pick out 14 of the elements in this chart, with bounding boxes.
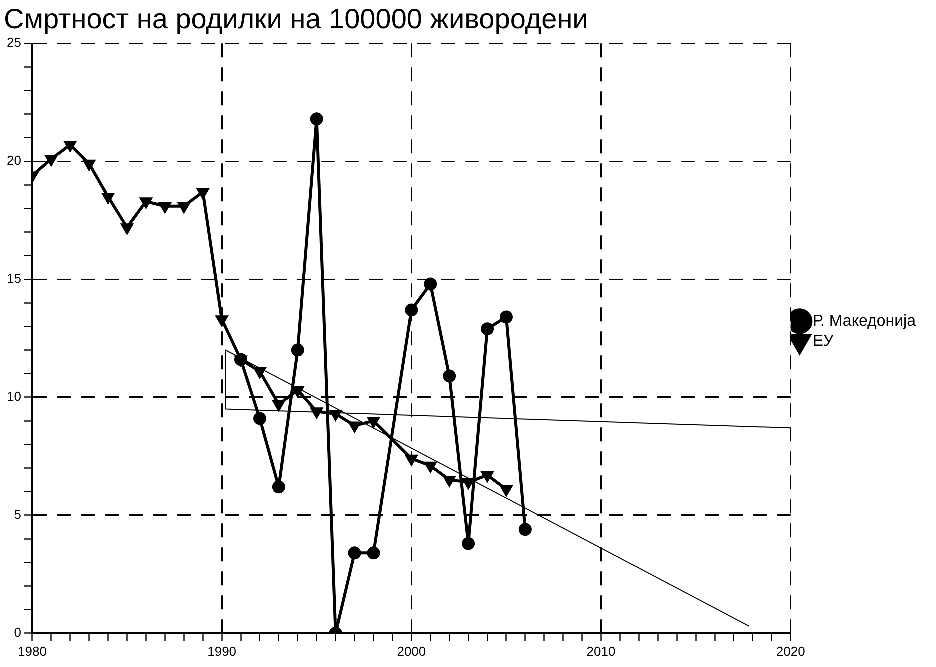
- x-tick-label: 2020: [776, 644, 806, 659]
- y-tick-label: 25: [6, 35, 22, 50]
- x-tick-label: 2000: [397, 644, 426, 659]
- x-tick-label: 2010: [586, 644, 616, 659]
- chart-title: Смртност на родилки на 100000 живородени: [4, 4, 588, 35]
- y-tick-label: 0: [14, 624, 22, 640]
- x-tick-label: 1990: [208, 644, 237, 659]
- y-tick-label: 10: [6, 389, 22, 404]
- legend-label: ЕУ: [812, 332, 835, 350]
- legend-label: Р. Македонија: [812, 312, 916, 330]
- x-tick-label: 1980: [18, 644, 47, 659]
- y-tick-label: 20: [6, 153, 22, 168]
- y-tick-label: 15: [6, 271, 22, 286]
- y-tick-label: 5: [14, 507, 22, 522]
